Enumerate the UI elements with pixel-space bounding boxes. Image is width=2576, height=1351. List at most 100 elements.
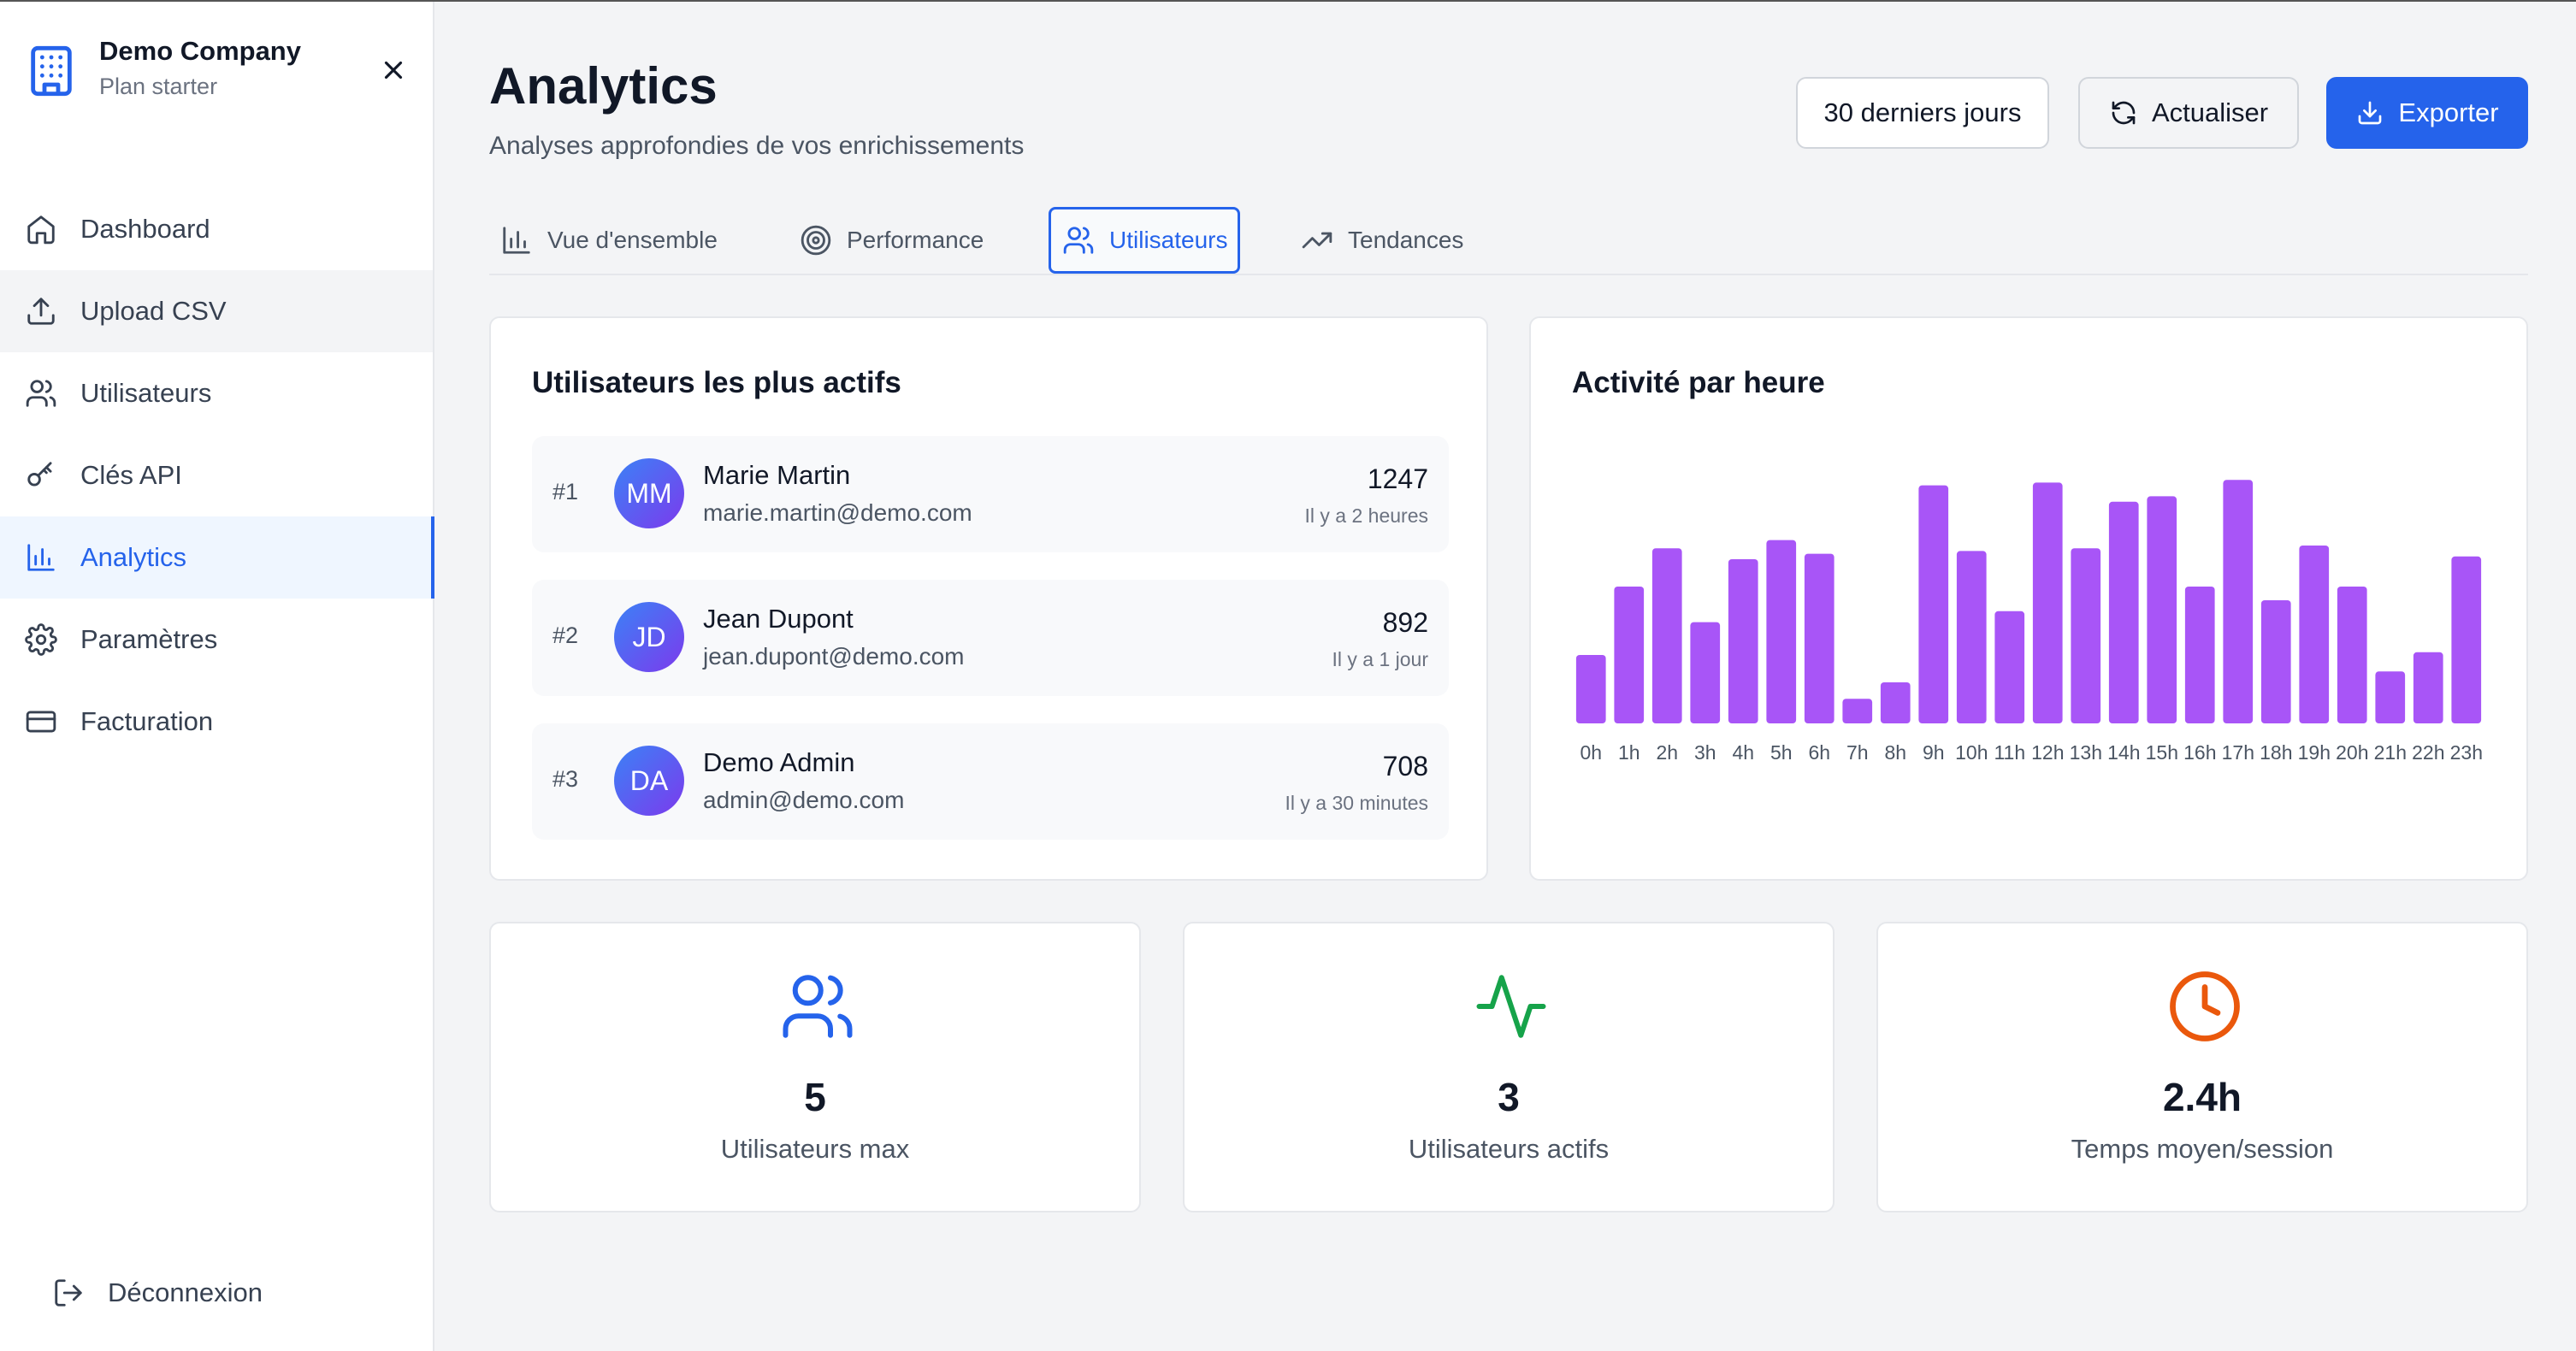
user-last-seen: Il y a 2 heures <box>1304 504 1428 527</box>
x-tick-label: 9h <box>1923 741 1945 764</box>
bar-10h[interactable] <box>1956 551 1987 723</box>
sidebar-item-settings[interactable]: Paramètres <box>0 599 433 681</box>
tab-label: Performance <box>847 227 984 253</box>
bar-19h[interactable] <box>2299 546 2330 723</box>
avatar: DA <box>614 746 684 816</box>
tab-performance[interactable]: Performance <box>789 207 994 274</box>
list-item[interactable]: #1 MM Marie Martin marie.martin@demo.com… <box>532 436 1449 552</box>
top-users-title: Utilisateurs les plus actifs <box>532 366 901 399</box>
home-icon <box>24 212 58 246</box>
bar-7h[interactable] <box>1842 699 1873 723</box>
x-tick-label: 8h <box>1885 741 1907 764</box>
stat-value: 3 <box>1498 1075 1520 1119</box>
users-icon <box>779 968 856 1045</box>
bar-12h[interactable] <box>2032 482 2063 723</box>
x-tick-label: 21h <box>2374 741 2407 764</box>
credit-card-icon <box>24 705 58 739</box>
tab-bar: Vue d'ensemble Performance Utilisateurs … <box>489 205 2528 275</box>
tab-label: Tendances <box>1348 227 1464 253</box>
bar-21h[interactable] <box>2375 671 2406 723</box>
x-tick-label: 19h <box>2298 741 2331 764</box>
bar-11h[interactable] <box>1994 611 2025 723</box>
x-tick-label: 0h <box>1580 741 1603 764</box>
stat-card-active-users: 3 Utilisateurs actifs <box>1183 922 1835 1212</box>
stat-value: 5 <box>804 1075 826 1119</box>
x-tick-label: 23h <box>2450 741 2483 764</box>
bar-20h[interactable] <box>2337 587 2367 723</box>
x-tick-label: 17h <box>2222 741 2254 764</box>
sidebar-item-label: Clés API <box>80 460 182 490</box>
bar-15h[interactable] <box>2147 496 2177 723</box>
tab-users[interactable]: Utilisateurs <box>1049 207 1241 274</box>
bar-0h[interactable] <box>1575 655 1606 723</box>
date-range-select[interactable]: 30 derniers jours <box>1796 77 2049 149</box>
page-title: Analytics <box>489 57 718 115</box>
sidebar-nav: Dashboard Upload CSV Utilisateurs Clés A… <box>0 188 434 763</box>
bar-3h[interactable] <box>1690 622 1721 723</box>
bar-4h[interactable] <box>1728 559 1758 723</box>
bar-8h[interactable] <box>1880 682 1911 723</box>
user-rank: #1 <box>552 479 579 504</box>
sidebar-item-upload-csv[interactable]: Upload CSV <box>0 270 433 352</box>
x-tick-label: 2h <box>1657 741 1679 764</box>
tab-overview[interactable]: Vue d'ensemble <box>489 207 728 274</box>
x-tick-label: 4h <box>1733 741 1755 764</box>
bar-23h[interactable] <box>2451 556 2482 723</box>
user-email: jean.dupont@demo.com <box>703 643 965 670</box>
user-name: Jean Dupont <box>703 604 854 634</box>
bar-1h[interactable] <box>1614 587 1645 723</box>
tab-trends[interactable]: Tendances <box>1290 207 1474 274</box>
export-label: Exporter <box>2398 97 2499 127</box>
key-icon <box>24 458 58 493</box>
logout-label: Déconnexion <box>108 1277 263 1307</box>
x-tick-label: 16h <box>2183 741 2216 764</box>
x-tick-label: 12h <box>2031 741 2064 764</box>
sidebar-item-analytics[interactable]: Analytics <box>0 516 434 599</box>
hourly-activity-chart: 0h 1h 2h 3h 4h 5h 6h 7h 8h 9h 10h 11h 12h 13h 14h 15h 16… <box>1575 480 2483 764</box>
user-email: marie.martin@demo.com <box>703 499 972 526</box>
x-tick-label: 14h <box>2107 741 2140 764</box>
x-tick-label: 7h <box>1846 741 1869 764</box>
x-tick-label: 3h <box>1694 741 1716 764</box>
bar-5h[interactable] <box>1766 540 1797 723</box>
chart-title: Activité par heure <box>1572 366 1825 399</box>
bar-17h[interactable] <box>2223 480 2254 723</box>
bar-chart-icon <box>24 540 58 575</box>
bar-2h[interactable] <box>1651 548 1682 723</box>
x-tick-label: 22h <box>2412 741 2444 764</box>
stat-label: Utilisateurs max <box>720 1134 910 1164</box>
sidebar-item-dashboard[interactable]: Dashboard <box>0 188 433 270</box>
sidebar-item-users[interactable]: Utilisateurs <box>0 352 433 434</box>
bar-18h[interactable] <box>2260 600 2291 723</box>
users-icon <box>24 376 58 410</box>
users-icon <box>1061 223 1096 257</box>
bar-9h[interactable] <box>1918 485 1949 723</box>
close-sidebar-button[interactable] <box>375 51 412 89</box>
download-icon <box>2355 98 2384 127</box>
avatar: MM <box>614 458 684 528</box>
bar-16h[interactable] <box>2184 587 2215 723</box>
refresh-button[interactable]: Actualiser <box>2078 77 2299 149</box>
user-last-seen: Il y a 1 jour <box>1332 648 1429 670</box>
logout-button[interactable]: Déconnexion <box>51 1276 263 1310</box>
list-item[interactable]: #3 DA Demo Admin admin@demo.com 708 Il y… <box>532 723 1449 840</box>
user-count: 892 <box>1382 607 1428 638</box>
user-last-seen: Il y a 30 minutes <box>1285 792 1428 814</box>
stat-value: 2.4h <box>2162 1075 2242 1119</box>
bar-13h[interactable] <box>2071 548 2101 723</box>
list-item[interactable]: #2 JD Jean Dupont jean.dupont@demo.com 8… <box>532 580 1449 696</box>
user-rank: #2 <box>552 622 579 648</box>
bar-22h[interactable] <box>2413 652 2443 723</box>
refresh-label: Actualiser <box>2151 97 2269 127</box>
stat-label: Temps moyen/session <box>2071 1134 2334 1164</box>
hourly-activity-card: Activité par heure 0h 1h 2h 3h 4h 5h 6h 7h 8h 9h 1… <box>1529 316 2528 881</box>
bar-14h[interactable] <box>2108 501 2139 723</box>
export-button[interactable]: Exporter <box>2326 77 2528 149</box>
sidebar-item-api-keys[interactable]: Clés API <box>0 434 433 516</box>
tab-label: Utilisateurs <box>1109 227 1228 253</box>
sidebar-item-label: Paramètres <box>80 624 218 654</box>
bar-6h[interactable] <box>1804 553 1835 723</box>
sidebar-item-label: Dashboard <box>80 214 210 244</box>
sidebar-item-billing[interactable]: Facturation <box>0 681 433 763</box>
sidebar-item-label: Analytics <box>80 542 187 572</box>
